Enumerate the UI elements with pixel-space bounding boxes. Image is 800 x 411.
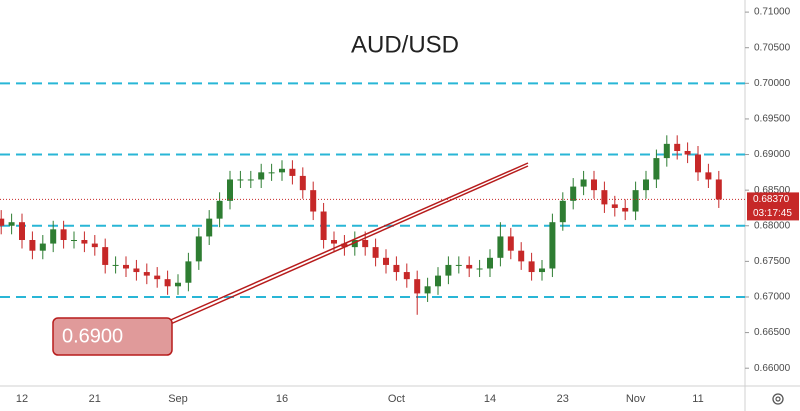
candle-body	[715, 179, 722, 200]
candle-body	[237, 179, 244, 181]
candle-body	[663, 143, 670, 159]
candle-body	[570, 186, 577, 201]
countdown-label: 03:17:45	[753, 208, 792, 219]
candle-body	[403, 272, 410, 280]
candle-body	[133, 268, 140, 273]
candle-body	[487, 257, 493, 269]
candle-body	[539, 268, 545, 273]
candle-body	[175, 282, 181, 287]
candle-body	[143, 272, 150, 276]
candle-body	[362, 240, 369, 248]
candle-body	[216, 200, 223, 219]
y-tick-label: 0.69500	[754, 114, 791, 125]
candle-body	[154, 275, 161, 280]
candle-body	[91, 243, 98, 248]
candle-body	[0, 218, 5, 226]
candle-body	[71, 240, 77, 242]
candle-body	[320, 211, 327, 241]
candle-body	[695, 154, 701, 173]
candle-body	[81, 240, 88, 244]
last-price-label: 0.68370	[753, 194, 790, 205]
candle-body	[497, 236, 504, 258]
candle-body	[247, 179, 254, 181]
candle-body	[518, 250, 525, 262]
y-tick-label: 0.70000	[754, 78, 791, 89]
candle-body	[601, 190, 608, 205]
candle-body	[310, 190, 317, 212]
x-tick-label: Sep	[168, 393, 188, 405]
candle-body	[611, 204, 618, 208]
candle-body	[8, 222, 15, 226]
candle-body	[289, 168, 296, 176]
candle-body	[445, 264, 452, 276]
y-tick-label: 0.71000	[754, 7, 791, 18]
candle-body	[476, 268, 483, 270]
candle-body	[653, 158, 660, 180]
candle-body	[195, 236, 202, 262]
candle-body	[102, 247, 109, 265]
candle-body	[414, 279, 421, 294]
annotation-box	[52, 317, 173, 356]
x-tick-label: Oct	[388, 393, 405, 405]
candle-body	[123, 264, 129, 269]
x-tick-label: 11	[692, 393, 703, 405]
x-tick-label: 16	[276, 393, 288, 405]
candle-body	[528, 261, 535, 273]
candle-body	[455, 264, 462, 266]
y-tick-label: 0.68500	[754, 185, 791, 196]
candle-body	[383, 257, 389, 265]
candle-body	[351, 240, 358, 248]
candle-body	[258, 172, 265, 180]
candle-body	[29, 240, 36, 251]
trend-line	[165, 162, 529, 327]
y-tick-label: 0.69000	[754, 149, 791, 160]
candle-body	[591, 179, 597, 191]
y-tick-label: 0.67000	[754, 292, 791, 303]
candle-body	[112, 264, 119, 266]
x-tick-label: Nov	[626, 393, 646, 405]
candle-body	[393, 264, 400, 273]
y-tick-label: 0.67500	[754, 256, 791, 267]
chart-title: AUD/USD	[351, 31, 459, 58]
candle-body	[466, 264, 473, 269]
candle-body	[705, 172, 712, 180]
candle-body	[299, 175, 306, 191]
candle-body	[341, 243, 348, 248]
y-tick-label: 0.68000	[754, 220, 791, 231]
x-tick-label: 12	[16, 393, 28, 405]
candle-body	[279, 168, 285, 173]
settings-icon[interactable]	[772, 393, 784, 405]
candle-body	[227, 179, 233, 201]
candle-body	[424, 286, 431, 294]
candle-body	[559, 200, 566, 223]
x-tick-label: 14	[484, 393, 496, 405]
candle-body	[549, 222, 556, 269]
candle-body	[39, 243, 46, 251]
candle-body	[622, 207, 629, 212]
annotation-text: 0.6900	[62, 325, 123, 347]
x-tick-label: 23	[557, 393, 569, 405]
y-tick-label: 0.66000	[754, 363, 791, 374]
candle-body	[674, 143, 681, 151]
candle-body	[50, 229, 57, 244]
candle-body	[580, 179, 587, 187]
x-tick-label: 21	[89, 393, 101, 405]
candle-body	[684, 150, 691, 155]
y-tick-label: 0.66500	[754, 327, 791, 338]
candle-body	[185, 261, 192, 283]
candle-body	[60, 229, 67, 241]
candle-body	[164, 279, 171, 287]
candle-body	[632, 190, 639, 212]
candle-body	[643, 179, 649, 191]
candle-body	[507, 236, 514, 251]
candle-body	[331, 240, 337, 244]
y-tick-label: 0.70500	[754, 42, 791, 53]
candle-body	[19, 222, 25, 241]
candle-body	[268, 172, 275, 174]
candle-body	[206, 218, 213, 237]
last-price-box	[747, 192, 799, 221]
candle-body	[372, 247, 379, 258]
candle-body	[435, 275, 441, 287]
